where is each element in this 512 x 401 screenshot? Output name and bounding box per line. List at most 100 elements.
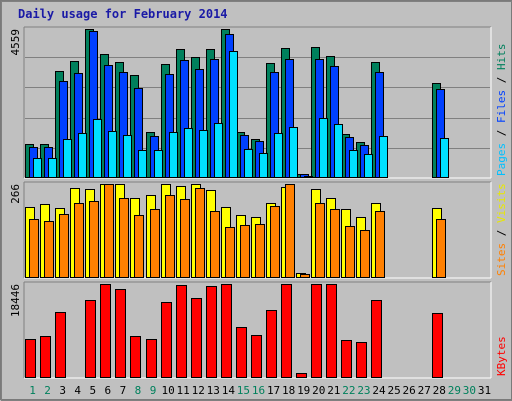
bar-kbytes-day-15 (237, 328, 247, 378)
bar-sites-day-13 (211, 212, 220, 278)
panel-pages-files-hits-max-label: 4559 (9, 29, 22, 56)
x-tick-label-13: 13 (207, 384, 220, 397)
bar-pages-day-21 (335, 125, 343, 178)
bar-kbytes-day-1 (26, 340, 36, 378)
x-tick-label-26: 26 (403, 384, 416, 397)
bar-sites-day-5 (90, 202, 99, 278)
panel-visits-sites-max-label: 266 (9, 184, 22, 204)
bar-kbytes-day-12 (192, 299, 202, 378)
bar-sites-day-18 (286, 185, 295, 278)
bar-sites-day-4 (75, 204, 84, 278)
bar-sites-day-6 (105, 185, 114, 278)
bar-pages-day-13 (215, 124, 223, 178)
bar-pages-day-4 (79, 134, 87, 178)
bar-pages-day-2 (49, 159, 57, 178)
bar-pages-day-24 (380, 137, 388, 178)
bar-kbytes-day-24 (372, 301, 382, 378)
legend-entry: Hits (495, 44, 508, 71)
bar-sites-day-16 (256, 225, 265, 278)
legend-entry: Visits (495, 183, 508, 223)
x-tick-label-4: 4 (74, 384, 81, 397)
bar-pages-day-20 (320, 119, 328, 178)
legend-entry: Sites (495, 243, 508, 276)
x-tick-label-6: 6 (105, 384, 112, 397)
x-tick-label-14: 14 (222, 384, 236, 397)
bar-kbytes-day-8 (131, 337, 141, 378)
x-tick-label-19: 19 (297, 384, 310, 397)
x-tick-label-27: 27 (418, 384, 431, 397)
bar-kbytes-day-14 (222, 285, 232, 378)
bar-pages-day-19 (305, 177, 313, 178)
bar-pages-day-23 (365, 155, 373, 178)
bar-pages-day-3 (64, 140, 72, 178)
bar-pages-day-9 (155, 151, 163, 178)
bar-sites-day-12 (196, 189, 205, 278)
bar-pages-day-22 (350, 151, 358, 178)
bar-sites-day-17 (271, 207, 280, 278)
bar-sites-day-8 (135, 216, 144, 278)
bar-sites-day-7 (120, 199, 129, 278)
bar-kbytes-day-6 (101, 285, 111, 378)
bar-sites-day-2 (45, 222, 54, 278)
bar-pages-day-6 (109, 132, 117, 178)
x-tick-label-25: 25 (387, 384, 400, 397)
x-tick-label-17: 17 (267, 384, 280, 397)
x-tick-label-18: 18 (282, 384, 295, 397)
panel-visits-sites-legend: Sites / Visits (495, 183, 508, 276)
x-tick-label-30: 30 (463, 384, 476, 397)
panel-kbytes-max-label: 18446 (9, 284, 22, 317)
x-tick-label-22: 22 (342, 384, 355, 397)
bar-pages-day-5 (94, 120, 102, 178)
x-tick-label-11: 11 (177, 384, 190, 397)
bar-sites-day-19 (301, 275, 310, 278)
x-tick-label-5: 5 (89, 384, 96, 397)
x-tick-label-29: 29 (448, 384, 461, 397)
bar-sites-day-20 (316, 204, 325, 278)
bar-sites-day-1 (30, 220, 39, 278)
x-tick-label-10: 10 (161, 384, 174, 397)
bar-sites-day-24 (376, 212, 385, 278)
bar-sites-day-11 (181, 200, 190, 278)
bar-pages-day-28 (441, 139, 449, 178)
legend-entry: Files (495, 90, 508, 123)
x-tick-label-8: 8 (135, 384, 142, 397)
x-tick-label-23: 23 (357, 384, 370, 397)
bar-kbytes-day-7 (116, 290, 126, 378)
bar-kbytes-day-5 (86, 301, 96, 378)
bar-kbytes-day-22 (342, 341, 352, 378)
bar-kbytes-day-21 (327, 285, 337, 378)
bar-kbytes-day-23 (357, 343, 367, 378)
bar-sites-day-9 (151, 210, 160, 278)
bar-pages-day-18 (290, 128, 298, 178)
legend-entry: / (495, 70, 508, 90)
bar-kbytes-day-13 (207, 287, 217, 378)
bar-sites-day-15 (241, 226, 250, 278)
bar-sites-day-21 (331, 210, 340, 278)
bar-pages-day-16 (260, 154, 268, 178)
bar-kbytes-day-3 (56, 313, 66, 378)
bar-pages-day-17 (275, 134, 283, 178)
panel-kbytes-legend: KBytes (495, 336, 508, 376)
bar-pages-day-15 (245, 150, 253, 178)
bar-kbytes-day-20 (312, 285, 322, 378)
x-tick-label-9: 9 (150, 384, 157, 397)
legend-entry: / (495, 123, 508, 143)
bar-kbytes-day-28 (433, 314, 443, 378)
x-tick-label-20: 20 (312, 384, 325, 397)
x-tick-label-7: 7 (120, 384, 127, 397)
bar-pages-day-8 (139, 151, 147, 178)
bar-sites-day-14 (226, 228, 235, 278)
bar-kbytes-day-9 (147, 340, 157, 378)
bar-kbytes-day-19 (297, 374, 307, 378)
x-tick-label-28: 28 (433, 384, 446, 397)
x-tick-label-24: 24 (372, 384, 386, 397)
bar-kbytes-day-18 (282, 285, 292, 378)
bar-sites-day-28 (437, 220, 446, 278)
bar-pages-day-7 (124, 136, 132, 178)
bar-kbytes-day-11 (177, 286, 187, 378)
bar-kbytes-day-2 (41, 337, 51, 378)
x-tick-label-3: 3 (59, 384, 66, 397)
x-tick-label-21: 21 (327, 384, 340, 397)
x-tick-label-15: 15 (237, 384, 250, 397)
bar-pages-day-14 (230, 52, 238, 178)
